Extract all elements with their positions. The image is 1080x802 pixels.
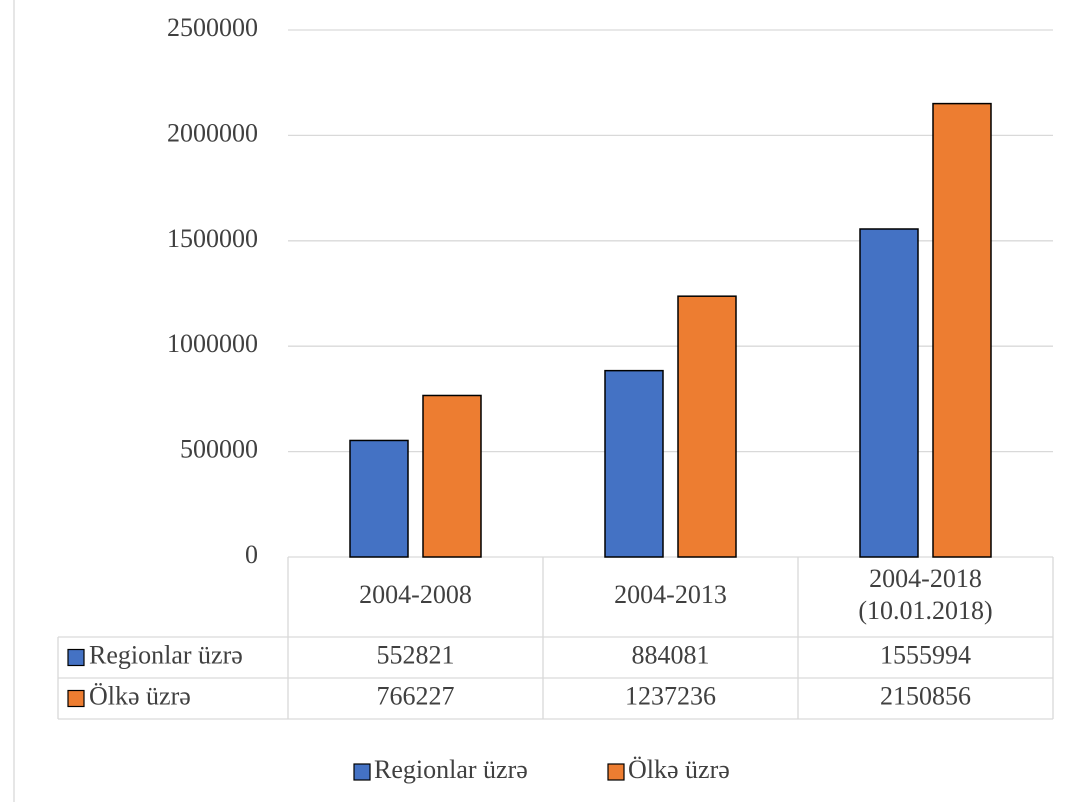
table-legend-key: [67, 648, 85, 667]
table-value: 1237236: [625, 681, 716, 710]
table-value: 1555994: [880, 640, 971, 669]
x-tick-label: 2004-2008: [359, 580, 472, 609]
y-tick-label: 500000: [180, 435, 258, 464]
y-tick-label: 2000000: [167, 118, 258, 147]
legend-key: [607, 763, 625, 781]
y-tick-label: 1000000: [167, 329, 258, 358]
bar: [422, 394, 482, 558]
y-tick-label: 1500000: [167, 224, 258, 253]
table-value: 884081: [632, 640, 710, 669]
bar: [677, 295, 737, 558]
y-tick-label: 2500000: [167, 13, 258, 42]
table-value: 552821: [377, 640, 455, 669]
bar: [604, 369, 664, 558]
legend-label: Regionlar üzrə: [374, 755, 528, 784]
x-tick-label: 2004-2013: [614, 580, 727, 609]
table-value: 2150856: [880, 681, 971, 710]
bar: [859, 228, 919, 558]
legend-label: Ölkə üzrə: [628, 755, 730, 784]
table-legend-key: [67, 689, 85, 708]
table-series-name: Regionlar üzrə: [89, 640, 243, 669]
table-series-name: Ölkə üzrə: [89, 681, 191, 710]
y-tick-label: 0: [245, 540, 258, 569]
bar: [932, 102, 992, 558]
chart-border: [13, 0, 15, 802]
x-tick-label: 2004-2018 (10.01.2018): [858, 564, 992, 625]
legend-key: [353, 763, 371, 781]
bar: [349, 439, 409, 558]
table-value: 766227: [377, 681, 455, 710]
